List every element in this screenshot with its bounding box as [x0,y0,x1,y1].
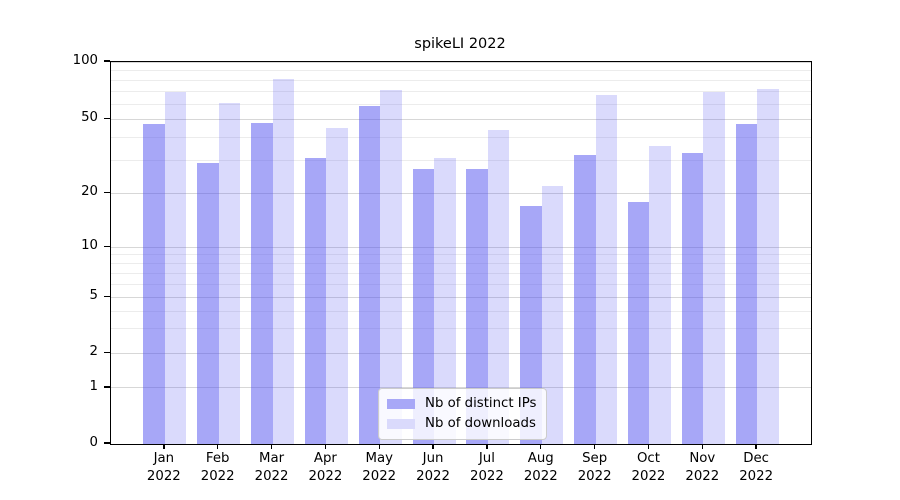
bar-nb-of-distinct-ips-feb-2022 [197,163,219,444]
minor-gridline-30 [111,160,811,162]
bar-nb-of-downloads-jun-2022 [434,157,456,444]
minor-gridline-70 [111,91,811,92]
x-tick-label-jan-2022: Jan 2022 [146,451,181,484]
x-tick-mark-jul-2022 [486,444,488,450]
x-tick-label-dec-2022: Dec 2022 [739,451,774,484]
minor-gridline-80 [111,79,811,81]
minor-gridline-9 [111,254,811,256]
x-tick-mark-sep-2022 [593,444,596,450]
x-tick-mark-dec-2022 [755,444,757,450]
y-tick-mark-2 [104,351,110,354]
major-gridline-50 [111,118,811,120]
bar-nb-of-distinct-ips-apr-2022 [304,157,327,444]
bar-nb-of-distinct-ips-mar-2022 [251,122,273,444]
bar-nb-of-distinct-ips-may-2022 [358,105,381,444]
major-gridline-2 [111,352,811,354]
x-tick-label-mar-2022: Mar 2022 [254,451,289,484]
bar-nb-of-downloads-may-2022 [380,90,402,444]
bar-nb-of-distinct-ips-oct-2022 [627,201,650,444]
legend-row-distinct-ips: Nb of distinct IPs [379,396,546,412]
major-gridline-5 [111,296,811,298]
legend-label-downloads: Nb of downloads [425,416,536,431]
x-tick-label-may-2022: May 2022 [362,451,397,484]
legend-row-downloads: Nb of downloads [379,416,546,432]
x-tick-label-oct-2022: Oct 2022 [631,451,666,484]
bar-nb-of-distinct-ips-dec-2022 [735,124,758,444]
minor-gridline-40 [111,136,811,138]
bar-nb-of-distinct-ips-sep-2022 [574,155,596,444]
x-tick-label-sep-2022: Sep 2022 [577,451,612,484]
bar-nb-of-distinct-ips-nov-2022 [681,152,704,444]
y-tick-mark-1 [104,386,110,388]
y-tick-mark-0 [104,442,110,444]
y-tick-label-2: 2 [89,344,98,360]
bar-nb-of-downloads-nov-2022 [703,91,725,444]
minor-gridline-8 [111,262,811,264]
bar-nb-of-downloads-sep-2022 [595,95,618,444]
major-gridline-10 [111,246,811,248]
minor-gridline-3 [111,328,811,330]
minor-gridline-4 [111,310,811,312]
x-tick-mark-nov-2022 [701,444,703,450]
legend-swatch-downloads-icon [387,419,415,429]
y-tick-mark-10 [104,245,110,247]
x-tick-mark-may-2022 [378,444,380,450]
x-tick-label-aug-2022: Aug 2022 [523,451,558,484]
bar-nb-of-downloads-feb-2022 [218,102,241,444]
y-tick-label-5: 5 [89,288,98,304]
y-tick-label-1: 1 [89,378,98,394]
y-tick-label-100: 100 [72,53,98,68]
bar-nb-of-distinct-ips-jan-2022 [143,124,165,444]
bar-nb-of-distinct-ips-aug-2022 [520,206,542,444]
bar-nb-of-downloads-aug-2022 [541,185,564,444]
y-tick-mark-50 [104,117,110,119]
minor-gridline-60 [111,103,811,105]
x-tick-label-apr-2022: Apr 2022 [308,451,343,484]
x-tick-mark-jun-2022 [432,444,434,450]
y-tick-mark-20 [104,191,110,194]
bar-nb-of-downloads-jan-2022 [164,91,187,444]
x-tick-mark-jan-2022 [163,444,165,450]
x-tick-label-nov-2022: Nov 2022 [685,451,720,484]
bar-nb-of-downloads-jul-2022 [487,129,510,444]
bar-nb-of-downloads-mar-2022 [272,79,295,444]
y-tick-label-0: 0 [89,435,98,450]
y-tick-label-10: 10 [81,238,98,254]
legend-label-distinct-ips: Nb of distinct IPs [425,396,537,411]
x-tick-mark-oct-2022 [647,444,650,450]
y-tick-label-20: 20 [81,184,98,200]
x-tick-label-jul-2022: Jul 2022 [470,451,504,484]
plot-area [110,61,812,445]
y-tick-label-50: 50 [81,110,98,126]
bar-nb-of-downloads-oct-2022 [649,145,671,444]
x-tick-mark-mar-2022 [270,444,273,450]
y-tick-mark-100 [104,60,110,62]
chart-title: spikeLI 2022 [414,36,506,52]
x-tick-label-feb-2022: Feb 2022 [200,451,235,484]
x-tick-mark-apr-2022 [324,444,327,450]
y-tick-mark-5 [104,295,110,297]
bar-nb-of-downloads-apr-2022 [326,127,348,444]
legend: Nb of distinct IPs Nb of downloads [378,388,547,440]
bar-nb-of-distinct-ips-jul-2022 [466,169,488,444]
x-tick-mark-feb-2022 [216,444,219,450]
bar-nb-of-downloads-dec-2022 [757,89,779,444]
major-gridline-1 [111,387,811,389]
minor-gridline-6 [111,283,811,285]
legend-swatch-distinct-ips-icon [387,399,415,409]
bar-nb-of-distinct-ips-jun-2022 [412,169,435,444]
minor-gridline-7 [111,272,811,274]
minor-gridline-90 [111,70,811,72]
major-gridline-100 [111,61,811,63]
x-tick-label-jun-2022: Jun 2022 [416,451,450,484]
x-tick-mark-aug-2022 [540,444,542,450]
major-gridline-20 [111,192,811,194]
